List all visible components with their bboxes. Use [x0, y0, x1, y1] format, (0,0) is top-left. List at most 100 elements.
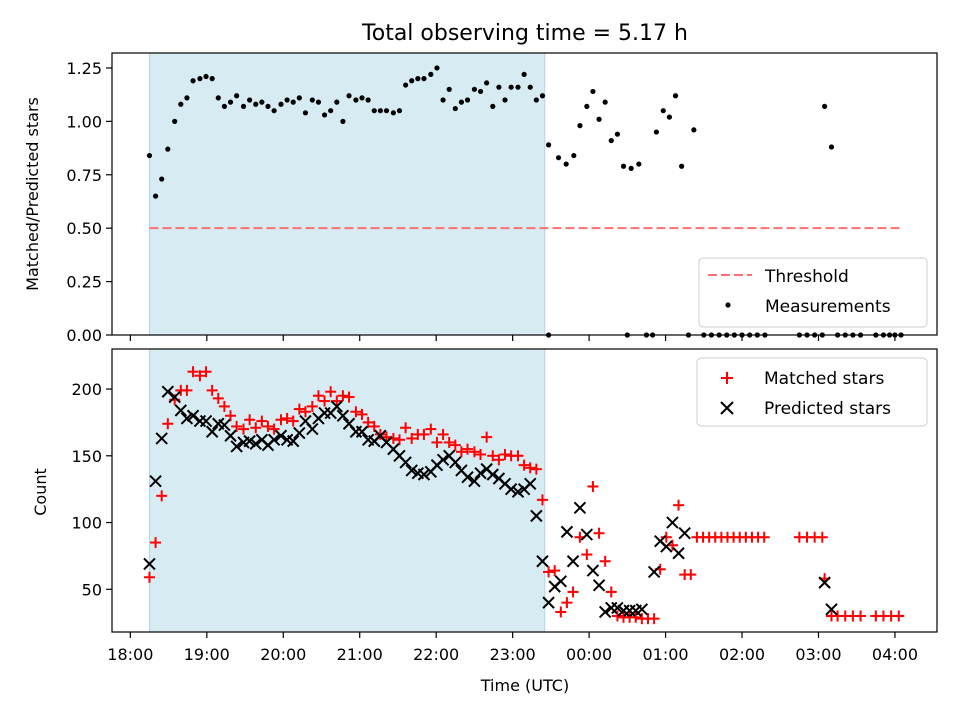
measurement-point [434, 65, 440, 71]
matched-star-point [299, 406, 311, 418]
predicted-star-point [530, 509, 543, 523]
predicted-star-point [635, 603, 649, 616]
predicted-star-point [486, 468, 499, 481]
measurement-point [477, 88, 484, 95]
predicted-star-point [405, 464, 418, 477]
measurement-point [458, 99, 465, 105]
matched-star-point [343, 391, 355, 403]
measurement-point [159, 176, 165, 182]
matched-star-point [206, 384, 218, 396]
predicted-star-point [560, 525, 574, 539]
measurement-point [377, 108, 383, 114]
predicted-star-point [174, 404, 188, 417]
predicted-star-point [660, 540, 673, 553]
predicted-star-point [230, 440, 243, 453]
predicted-star-point [336, 409, 350, 422]
y-axis-ticks-top: 0.00 0.25 0.50 0.75 1.00 1.25 [66, 59, 112, 345]
predicted-star-point [474, 466, 487, 480]
matched-star-point [468, 446, 480, 458]
predicted-star-point [647, 565, 661, 579]
y-axis-label-bottom: Count [31, 468, 50, 516]
predicted-star-point [249, 437, 262, 450]
x-tick-label: 21:00 [337, 645, 383, 664]
predicted-star-point [293, 426, 306, 440]
predicted-star-point [224, 429, 237, 442]
matched-star-point [181, 384, 193, 396]
y-tick-label: 150 [71, 447, 102, 466]
x-tick-label: 04:00 [872, 645, 918, 664]
x-tick-label: 22:00 [413, 645, 459, 664]
measurement-point [428, 71, 434, 77]
predicted-star-point [566, 555, 580, 568]
x-tick-label: 23:00 [490, 645, 536, 664]
measurement-point [490, 103, 496, 110]
chart-title: Total observing time = 5.17 h [361, 21, 688, 46]
legend-matched-label: Matched stars [764, 369, 884, 389]
measurement-point [409, 78, 415, 84]
matched-star-point [250, 422, 262, 434]
matched-star-point [443, 436, 455, 448]
matched-star-point [499, 448, 511, 460]
matched-star-point [393, 434, 405, 446]
y-axis-label-top: Matched/Predicted stars [23, 97, 42, 291]
measurement-point [555, 155, 562, 161]
predicted-star-point [274, 429, 288, 442]
matched-star-point [406, 432, 418, 444]
matched-star-point [225, 410, 237, 422]
matched-star-point [487, 450, 499, 462]
predicted-star-point [199, 414, 213, 428]
measurement-point [296, 95, 302, 101]
measurement-point [271, 108, 277, 114]
matched-star-point [418, 428, 430, 440]
panel-ratio: 0.00 0.25 0.50 0.75 1.00 1.25 Matched/Predict… [23, 52, 938, 345]
observing-window-bottom [148, 348, 546, 633]
count-points [143, 366, 905, 625]
measurement-point [620, 163, 627, 169]
matched-star-point [481, 431, 493, 443]
matched-star-point [143, 571, 155, 583]
measurement-point [259, 99, 265, 105]
matched-star-point [431, 436, 443, 448]
matched-star-point [555, 606, 567, 618]
measurement-point [290, 99, 296, 105]
matched-star-point [518, 459, 530, 471]
matched-star-point [312, 390, 324, 402]
predicted-star-point [672, 547, 685, 560]
predicted-star-point [436, 453, 450, 467]
predicted-star-point [218, 418, 231, 432]
measurement-point [590, 88, 596, 95]
predicted-star-point [243, 434, 256, 448]
measurement-point [563, 161, 569, 167]
predicted-star-point [592, 579, 606, 592]
matched-star-point [449, 439, 461, 451]
measurement-point [190, 78, 196, 84]
measurement-point [602, 99, 608, 105]
predicted-star-point [355, 425, 369, 438]
measurement-point [234, 93, 240, 99]
matched-star-point [543, 566, 555, 578]
legend-matched-swatch [721, 372, 733, 384]
predicted-star-point [399, 456, 412, 469]
measurement-point [240, 103, 247, 110]
measurement-point [165, 146, 171, 152]
measurement-point [471, 86, 478, 92]
measurement-point [403, 82, 409, 88]
predicted-star-point [818, 576, 831, 589]
measurement-point [636, 161, 642, 167]
measurement-point [221, 103, 227, 110]
measurement-point [215, 95, 221, 101]
measurement-point [691, 127, 697, 133]
y-tick-label: 0.75 [66, 166, 102, 185]
predicted-star-point [267, 433, 281, 446]
measurement-point [227, 99, 234, 105]
predicted-star-point [666, 516, 679, 529]
matched-star-point [187, 366, 199, 378]
y-tick-label: 0.25 [66, 273, 102, 292]
legend-predicted-swatch [720, 401, 734, 415]
matched-star-point [244, 414, 256, 426]
measurement-point [452, 105, 458, 112]
matched-star-point [462, 443, 474, 455]
measurement-point [334, 99, 340, 105]
measurement-point [539, 93, 546, 99]
measurement-point [365, 97, 371, 103]
